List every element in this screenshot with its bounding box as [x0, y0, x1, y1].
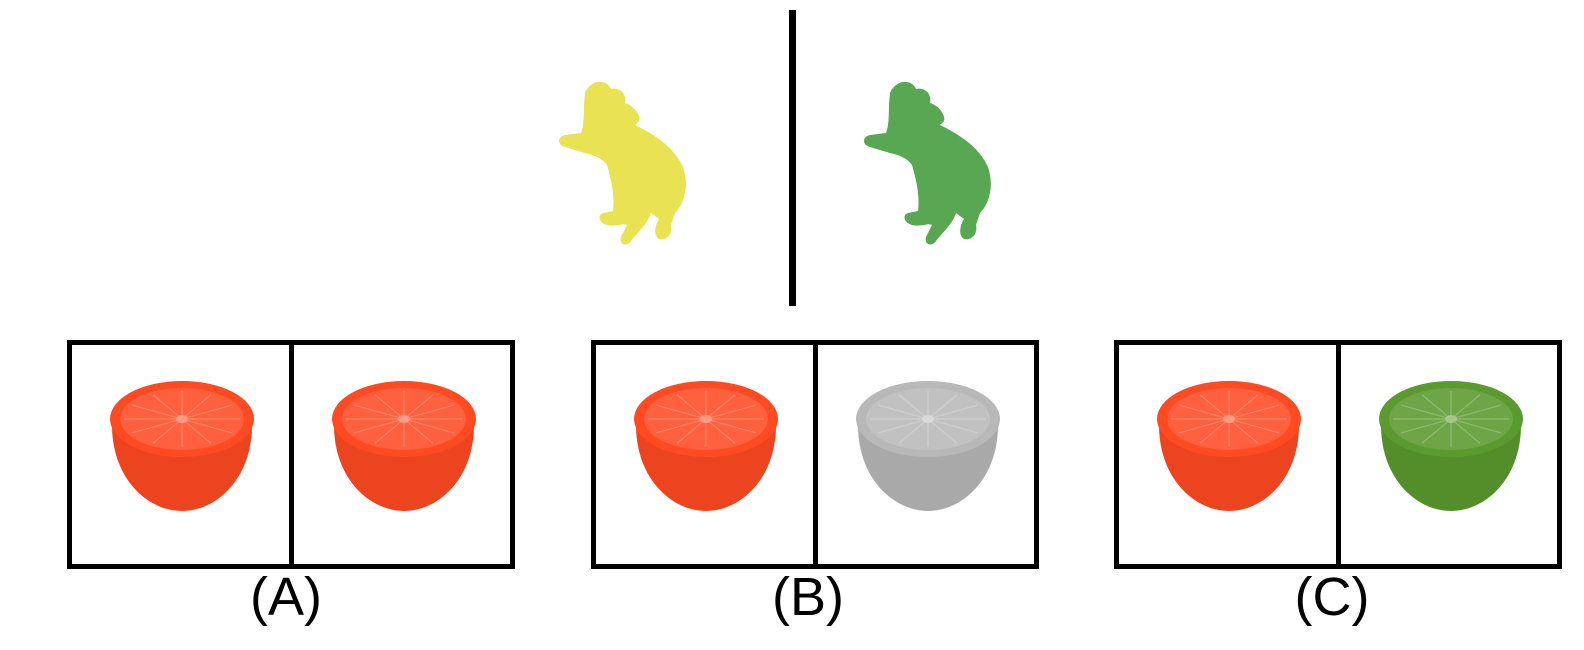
- orange-half-icon: [634, 381, 778, 511]
- gray-orange-half-icon: [855, 381, 1000, 511]
- option-c-left-cell: [1119, 345, 1336, 564]
- yellow-dog-image: [555, 75, 705, 250]
- option-c-right-cell: [1335, 345, 1558, 564]
- dog-silhouette-yellow: [559, 81, 686, 245]
- orange-half-icon: [1157, 381, 1301, 511]
- green-orange-half-icon: [1378, 381, 1523, 511]
- dog-silhouette-green: [864, 81, 991, 245]
- option-a-panel: [67, 340, 515, 569]
- option-a-right-cell: [288, 345, 511, 564]
- orange-half-icon: [110, 381, 254, 511]
- option-c-label: (C): [1294, 567, 1370, 627]
- orange-half-icon: [331, 381, 476, 511]
- option-c-panel: [1114, 340, 1562, 569]
- option-b-panel: [591, 340, 1039, 569]
- option-a-label: (A): [250, 567, 322, 627]
- vertical-divider: [789, 10, 796, 306]
- option-b-left-cell: [596, 345, 813, 564]
- option-b-right-cell: [812, 345, 1035, 564]
- option-b-label: (B): [772, 567, 844, 627]
- option-a-left-cell: [72, 345, 289, 564]
- green-dog-image: [860, 75, 1010, 250]
